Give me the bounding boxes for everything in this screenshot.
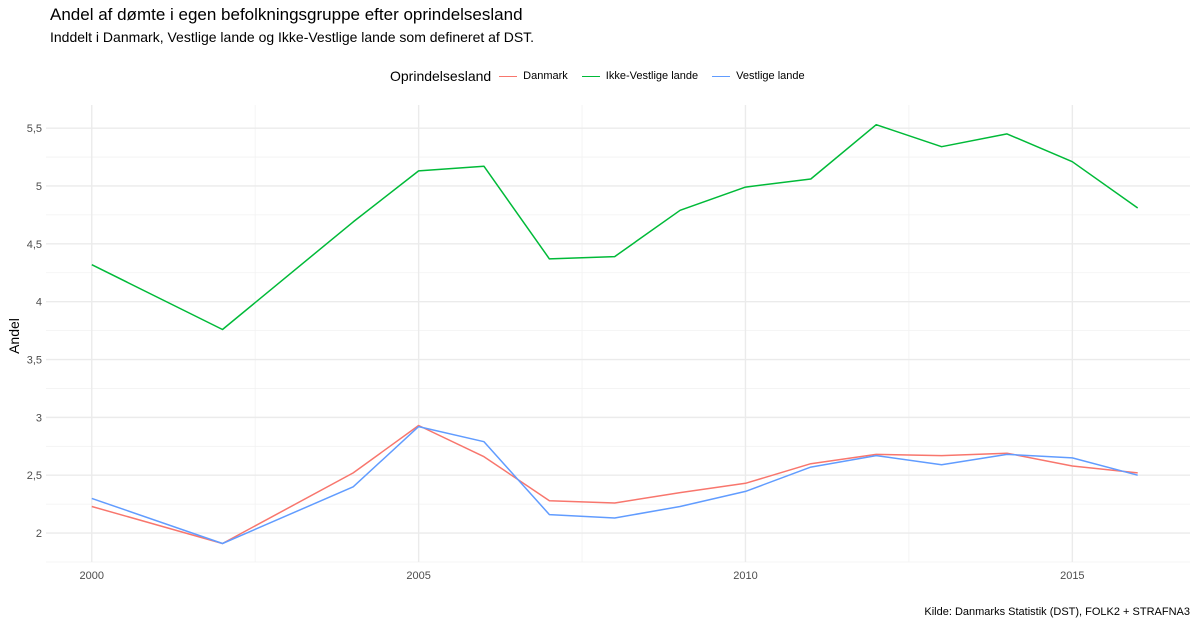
- legend: Oprindelsesland Danmark Ikke-Vestlige la…: [390, 66, 819, 86]
- series-line-danmark: [91, 424, 1138, 545]
- legend-label-vestlige-lande: Vestlige lande: [736, 70, 805, 82]
- legend-title: Oprindelsesland: [390, 68, 492, 84]
- legend-item-ikke-vestlige-lande: Ikke-Vestlige lande: [581, 70, 699, 82]
- y-tick-label: 4,5: [27, 239, 42, 251]
- legend-item-vestlige-lande: Vestlige lande: [712, 70, 805, 82]
- legend-label-ikke-vestlige-lande: Ikke-Vestlige lande: [605, 70, 699, 82]
- y-axis-title: Andel: [6, 318, 22, 354]
- x-tick-label: 2005: [406, 570, 430, 582]
- y-tick-label: 5,5: [27, 123, 42, 135]
- chart-caption: Kilde: Danmarks Statistik (DST), FOLK2 +…: [924, 606, 1190, 618]
- y-tick-label: 3,5: [27, 355, 42, 367]
- y-tick-label: 2: [36, 528, 42, 540]
- legend-key-danmark: [499, 75, 518, 77]
- y-tick-label: 2,5: [27, 470, 42, 482]
- x-tick-label: 2015: [1060, 570, 1084, 582]
- x-axis-tick-labels: 2000 2005 2010 2015: [80, 570, 1085, 582]
- y-tick-label: 3: [36, 412, 42, 424]
- y-tick-label: 5: [36, 181, 42, 193]
- series-lines: [91, 123, 1139, 545]
- series-line-vestlige-lande: [91, 425, 1138, 545]
- legend-key-vestlige-lande: [712, 75, 731, 77]
- legend-item-danmark: Danmark: [499, 70, 568, 82]
- series-line-ikke-vestlige-lande: [91, 123, 1139, 331]
- legend-key-ikke-vestlige-lande: [581, 75, 600, 77]
- y-axis-tick-labels: 2 2,5 3 3,5 4 4,5 5 5,5: [27, 123, 42, 540]
- x-tick-label: 2000: [80, 570, 104, 582]
- x-tick-label: 2010: [733, 570, 757, 582]
- legend-label-danmark: Danmark: [523, 70, 568, 82]
- chart-title: Andel af dømte i egen befolkningsgruppe …: [50, 5, 523, 24]
- y-tick-label: 4: [36, 297, 42, 309]
- grid-major: [46, 105, 1190, 562]
- grid-minor: [46, 105, 1190, 563]
- chart-subtitle: Inddelt i Danmark, Vestlige lande og Ikk…: [50, 29, 535, 45]
